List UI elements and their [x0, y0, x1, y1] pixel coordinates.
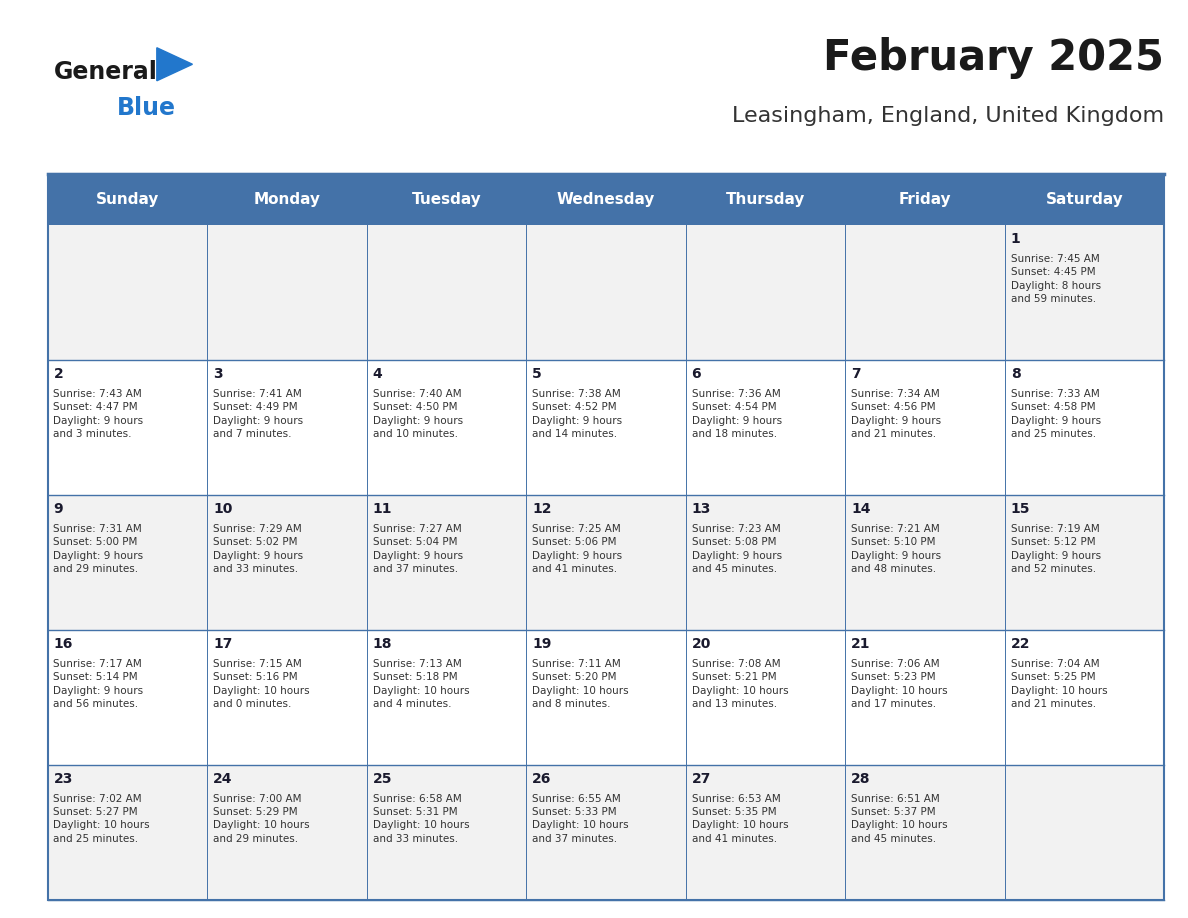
Text: 16: 16: [53, 637, 72, 651]
Text: 3: 3: [213, 367, 222, 381]
Text: Sunrise: 7:29 AM
Sunset: 5:02 PM
Daylight: 9 hours
and 33 minutes.: Sunrise: 7:29 AM Sunset: 5:02 PM Dayligh…: [213, 524, 303, 574]
Text: Tuesday: Tuesday: [411, 192, 481, 207]
Text: 12: 12: [532, 502, 551, 516]
Text: Sunrise: 7:31 AM
Sunset: 5:00 PM
Daylight: 9 hours
and 29 minutes.: Sunrise: 7:31 AM Sunset: 5:00 PM Dayligh…: [53, 524, 144, 574]
Text: 28: 28: [851, 772, 871, 786]
Bar: [48, 765, 1164, 900]
Text: 11: 11: [373, 502, 392, 516]
Text: Sunrise: 7:08 AM
Sunset: 5:21 PM
Daylight: 10 hours
and 13 minutes.: Sunrise: 7:08 AM Sunset: 5:21 PM Dayligh…: [691, 659, 788, 709]
Text: 15: 15: [1011, 502, 1030, 516]
Text: Sunrise: 7:17 AM
Sunset: 5:14 PM
Daylight: 9 hours
and 56 minutes.: Sunrise: 7:17 AM Sunset: 5:14 PM Dayligh…: [53, 659, 144, 709]
Text: 13: 13: [691, 502, 710, 516]
Bar: [48, 495, 1164, 630]
Text: Sunrise: 7:23 AM
Sunset: 5:08 PM
Daylight: 9 hours
and 45 minutes.: Sunrise: 7:23 AM Sunset: 5:08 PM Dayligh…: [691, 524, 782, 574]
Text: Sunrise: 7:38 AM
Sunset: 4:52 PM
Daylight: 9 hours
and 14 minutes.: Sunrise: 7:38 AM Sunset: 4:52 PM Dayligh…: [532, 389, 623, 439]
Text: Sunrise: 7:27 AM
Sunset: 5:04 PM
Daylight: 9 hours
and 37 minutes.: Sunrise: 7:27 AM Sunset: 5:04 PM Dayligh…: [373, 524, 462, 574]
Text: Sunrise: 7:04 AM
Sunset: 5:25 PM
Daylight: 10 hours
and 21 minutes.: Sunrise: 7:04 AM Sunset: 5:25 PM Dayligh…: [1011, 659, 1107, 709]
Bar: [48, 174, 1164, 900]
Text: 2: 2: [53, 367, 63, 381]
Text: 9: 9: [53, 502, 63, 516]
Text: 22: 22: [1011, 637, 1030, 651]
Text: Wednesday: Wednesday: [557, 192, 655, 207]
Text: 20: 20: [691, 637, 710, 651]
Text: Sunrise: 7:15 AM
Sunset: 5:16 PM
Daylight: 10 hours
and 0 minutes.: Sunrise: 7:15 AM Sunset: 5:16 PM Dayligh…: [213, 659, 310, 709]
Bar: [48, 630, 1164, 765]
Text: February 2025: February 2025: [823, 37, 1164, 79]
Text: 23: 23: [53, 772, 72, 786]
Polygon shape: [157, 48, 192, 81]
Bar: [48, 225, 1164, 360]
Text: 10: 10: [213, 502, 233, 516]
Text: 14: 14: [851, 502, 871, 516]
Text: Sunrise: 7:40 AM
Sunset: 4:50 PM
Daylight: 9 hours
and 10 minutes.: Sunrise: 7:40 AM Sunset: 4:50 PM Dayligh…: [373, 389, 462, 439]
Text: Sunrise: 7:25 AM
Sunset: 5:06 PM
Daylight: 9 hours
and 41 minutes.: Sunrise: 7:25 AM Sunset: 5:06 PM Dayligh…: [532, 524, 623, 574]
Text: Sunrise: 7:00 AM
Sunset: 5:29 PM
Daylight: 10 hours
and 29 minutes.: Sunrise: 7:00 AM Sunset: 5:29 PM Dayligh…: [213, 794, 310, 844]
Text: Sunrise: 7:36 AM
Sunset: 4:54 PM
Daylight: 9 hours
and 18 minutes.: Sunrise: 7:36 AM Sunset: 4:54 PM Dayligh…: [691, 389, 782, 439]
Text: 26: 26: [532, 772, 551, 786]
Text: 27: 27: [691, 772, 710, 786]
Text: Sunrise: 7:33 AM
Sunset: 4:58 PM
Daylight: 9 hours
and 25 minutes.: Sunrise: 7:33 AM Sunset: 4:58 PM Dayligh…: [1011, 389, 1101, 439]
Text: 17: 17: [213, 637, 233, 651]
Text: 25: 25: [373, 772, 392, 786]
Text: 7: 7: [851, 367, 861, 381]
Text: Sunrise: 7:13 AM
Sunset: 5:18 PM
Daylight: 10 hours
and 4 minutes.: Sunrise: 7:13 AM Sunset: 5:18 PM Dayligh…: [373, 659, 469, 709]
Text: Thursday: Thursday: [726, 192, 805, 207]
Text: 4: 4: [373, 367, 383, 381]
Text: Sunday: Sunday: [95, 192, 159, 207]
Text: Friday: Friday: [898, 192, 952, 207]
Text: 8: 8: [1011, 367, 1020, 381]
Text: Sunrise: 7:19 AM
Sunset: 5:12 PM
Daylight: 9 hours
and 52 minutes.: Sunrise: 7:19 AM Sunset: 5:12 PM Dayligh…: [1011, 524, 1101, 574]
Text: Sunrise: 7:11 AM
Sunset: 5:20 PM
Daylight: 10 hours
and 8 minutes.: Sunrise: 7:11 AM Sunset: 5:20 PM Dayligh…: [532, 659, 628, 709]
Text: Blue: Blue: [116, 96, 176, 120]
Text: Sunrise: 6:51 AM
Sunset: 5:37 PM
Daylight: 10 hours
and 45 minutes.: Sunrise: 6:51 AM Sunset: 5:37 PM Dayligh…: [851, 794, 948, 844]
Text: 5: 5: [532, 367, 542, 381]
Text: Saturday: Saturday: [1045, 192, 1124, 207]
Text: Sunrise: 6:53 AM
Sunset: 5:35 PM
Daylight: 10 hours
and 41 minutes.: Sunrise: 6:53 AM Sunset: 5:35 PM Dayligh…: [691, 794, 788, 844]
Text: Leasingham, England, United Kingdom: Leasingham, England, United Kingdom: [732, 106, 1164, 126]
Text: Sunrise: 7:06 AM
Sunset: 5:23 PM
Daylight: 10 hours
and 17 minutes.: Sunrise: 7:06 AM Sunset: 5:23 PM Dayligh…: [851, 659, 948, 709]
Text: 21: 21: [851, 637, 871, 651]
Text: 1: 1: [1011, 232, 1020, 246]
Text: Monday: Monday: [253, 192, 321, 207]
Text: Sunrise: 7:21 AM
Sunset: 5:10 PM
Daylight: 9 hours
and 48 minutes.: Sunrise: 7:21 AM Sunset: 5:10 PM Dayligh…: [851, 524, 941, 574]
Text: 18: 18: [373, 637, 392, 651]
Text: Sunrise: 6:58 AM
Sunset: 5:31 PM
Daylight: 10 hours
and 33 minutes.: Sunrise: 6:58 AM Sunset: 5:31 PM Dayligh…: [373, 794, 469, 844]
Bar: [48, 360, 1164, 495]
Text: Sunrise: 7:02 AM
Sunset: 5:27 PM
Daylight: 10 hours
and 25 minutes.: Sunrise: 7:02 AM Sunset: 5:27 PM Dayligh…: [53, 794, 150, 844]
Text: Sunrise: 6:55 AM
Sunset: 5:33 PM
Daylight: 10 hours
and 37 minutes.: Sunrise: 6:55 AM Sunset: 5:33 PM Dayligh…: [532, 794, 628, 844]
Bar: [48, 174, 1164, 225]
Text: Sunrise: 7:45 AM
Sunset: 4:45 PM
Daylight: 8 hours
and 59 minutes.: Sunrise: 7:45 AM Sunset: 4:45 PM Dayligh…: [1011, 254, 1101, 304]
Text: 24: 24: [213, 772, 233, 786]
Text: Sunrise: 7:34 AM
Sunset: 4:56 PM
Daylight: 9 hours
and 21 minutes.: Sunrise: 7:34 AM Sunset: 4:56 PM Dayligh…: [851, 389, 941, 439]
Text: Sunrise: 7:41 AM
Sunset: 4:49 PM
Daylight: 9 hours
and 7 minutes.: Sunrise: 7:41 AM Sunset: 4:49 PM Dayligh…: [213, 389, 303, 439]
Text: 6: 6: [691, 367, 701, 381]
Text: Sunrise: 7:43 AM
Sunset: 4:47 PM
Daylight: 9 hours
and 3 minutes.: Sunrise: 7:43 AM Sunset: 4:47 PM Dayligh…: [53, 389, 144, 439]
Text: 19: 19: [532, 637, 551, 651]
Text: General: General: [53, 60, 157, 84]
